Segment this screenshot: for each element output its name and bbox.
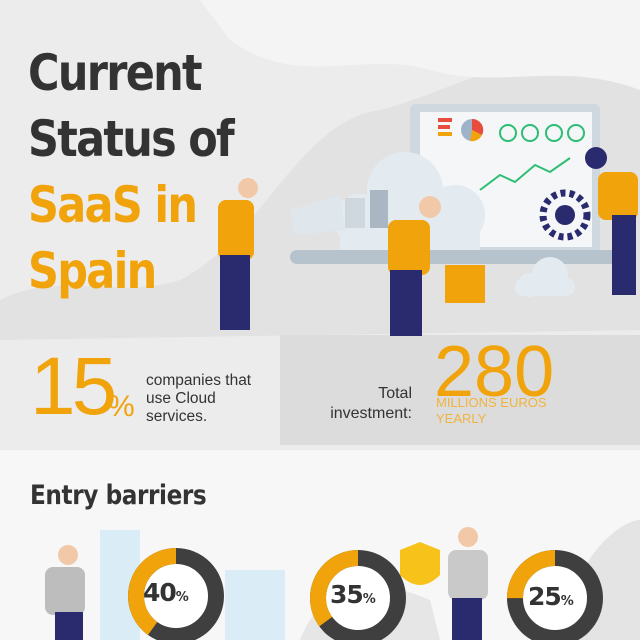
donut-segment <box>128 548 224 640</box>
section-title: Entry barriers <box>30 480 207 511</box>
title-line: SaaS in <box>28 176 198 234</box>
page-title: Current Status of SaaS in Spain <box>28 40 235 304</box>
chip-illustration <box>445 265 485 303</box>
barrier-label: 25% <box>528 582 574 611</box>
shield-illustration <box>400 542 440 585</box>
barrier-label: 40% <box>143 578 189 607</box>
title-line: Spain <box>28 242 157 300</box>
investment-value: 280 <box>434 332 555 412</box>
person-illustration <box>388 196 441 336</box>
chart-screen-illustration <box>225 570 285 640</box>
donut-segment <box>310 550 406 640</box>
cloud-usage-description: companies that use Cloud services. <box>146 372 252 425</box>
barrier-value: 35 <box>330 580 364 609</box>
barrier-unit: % <box>560 594 574 609</box>
usb-illustration <box>290 190 388 235</box>
person-illustration <box>45 545 85 640</box>
investment-label: Total investment: <box>330 385 412 422</box>
title-line: Current <box>28 44 203 102</box>
barrier-value: 40 <box>143 578 177 607</box>
cloud-usage-unit: % <box>108 390 135 423</box>
investment-unit: MILLIONS EUROS YEARLY <box>436 395 547 426</box>
barrier-unit: % <box>175 590 189 605</box>
cloud-usage-value: 15 <box>30 341 117 432</box>
donut-segment <box>507 550 603 640</box>
person-illustration <box>585 147 638 295</box>
person-illustration <box>448 527 488 640</box>
barrier-label: 35% <box>330 580 376 609</box>
barrier-unit: % <box>362 592 376 607</box>
title-line: Status of <box>28 110 235 168</box>
person-illustration <box>218 178 258 330</box>
barrier-value: 25 <box>528 582 562 611</box>
